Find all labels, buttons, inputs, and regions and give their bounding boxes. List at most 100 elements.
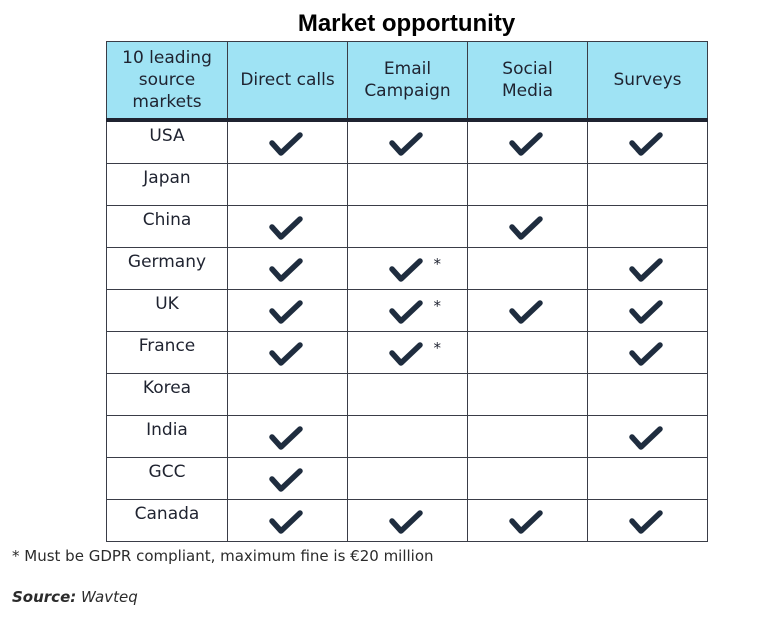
table-body: USA Japan China Germany * UK * France * Korea Indi… [106, 119, 708, 542]
cell-surveys [587, 163, 708, 206]
column-header-line: Campaign [364, 81, 451, 101]
cell-email-campaign [347, 163, 468, 206]
cell-social-media [467, 119, 588, 164]
column-header-line: 10 leading [122, 48, 212, 68]
table-row: Japan [106, 163, 708, 206]
cell-direct-calls [227, 499, 348, 542]
column-header-line: Direct calls [240, 70, 335, 90]
table-row: USA [106, 119, 708, 164]
cell-email-campaign [347, 415, 468, 458]
cell-direct-calls [227, 457, 348, 500]
cell-email-campaign [347, 457, 468, 500]
checkmark-icon [508, 300, 543, 324]
column-header-market: 10 leading source markets [106, 41, 228, 122]
checkmark-icon [388, 258, 423, 282]
checkmark-icon [628, 342, 663, 366]
checkmark-icon [388, 510, 423, 534]
cell-email-campaign: * [347, 331, 468, 374]
table-row: India [106, 415, 708, 458]
cell-surveys [587, 373, 708, 416]
checkmark-icon [628, 132, 663, 156]
cell-email-campaign: * [347, 289, 468, 332]
page-title: Market opportunity [297, 10, 516, 37]
cell-direct-calls [227, 247, 348, 290]
table-row: Germany * [106, 247, 708, 290]
gdpr-asterisk: * [433, 255, 442, 273]
cell-surveys [587, 289, 708, 332]
source-label: Source: [12, 588, 77, 606]
cell-surveys [587, 205, 708, 248]
market-cell: Japan [106, 163, 228, 206]
cell-email-campaign [347, 119, 468, 164]
cell-email-campaign [347, 499, 468, 542]
cell-surveys [587, 499, 708, 542]
checkmark-icon [268, 300, 303, 324]
checkmark-icon [268, 216, 303, 240]
table-row: Canada [106, 499, 708, 542]
source-line: Source: Wavteq [12, 588, 138, 606]
cell-surveys [587, 457, 708, 500]
market-cell: UK [106, 289, 228, 332]
column-header-social-media: Social Media [467, 41, 588, 122]
market-cell: Korea [106, 373, 228, 416]
cell-social-media [467, 163, 588, 206]
market-cell: USA [106, 119, 228, 164]
cell-social-media [467, 415, 588, 458]
cell-social-media [467, 457, 588, 500]
table-row: UK * [106, 289, 708, 332]
table-row: Korea [106, 373, 708, 416]
column-header-line: Surveys [613, 70, 682, 90]
cell-social-media [467, 331, 588, 374]
column-header-direct-calls: Direct calls [227, 41, 348, 122]
checkmark-icon [388, 300, 423, 324]
checkmark-icon [268, 132, 303, 156]
cell-social-media [467, 373, 588, 416]
cell-direct-calls [227, 373, 348, 416]
checkmark-icon [628, 258, 663, 282]
cell-social-media [467, 205, 588, 248]
checkmark-icon [268, 468, 303, 492]
checkmark-icon [628, 510, 663, 534]
cell-surveys [587, 247, 708, 290]
market-cell: GCC [106, 457, 228, 500]
checkmark-icon [508, 132, 543, 156]
cell-email-campaign [347, 373, 468, 416]
source-value: Wavteq [81, 588, 138, 606]
checkmark-icon [388, 342, 423, 366]
column-header-line: Email [383, 59, 432, 79]
checkmark-icon [508, 510, 543, 534]
column-header-line: source [138, 70, 196, 90]
table-row: France * [106, 331, 708, 374]
gdpr-asterisk: * [433, 339, 442, 357]
column-header-line: Media [501, 81, 554, 101]
cell-direct-calls [227, 331, 348, 374]
market-opportunity-table: 10 leading source markets Direct calls Email… [106, 41, 708, 542]
cell-social-media [467, 289, 588, 332]
cell-email-campaign [347, 205, 468, 248]
checkmark-icon [268, 258, 303, 282]
cell-surveys [587, 415, 708, 458]
market-cell: Germany [106, 247, 228, 290]
cell-direct-calls [227, 119, 348, 164]
checkmark-icon [268, 426, 303, 450]
market-cell: China [106, 205, 228, 248]
table-row: China [106, 205, 708, 248]
cell-social-media [467, 499, 588, 542]
footnote: * Must be GDPR compliant, maximum fine i… [12, 547, 434, 565]
table-header-row: 10 leading source markets Direct calls Email… [106, 41, 708, 122]
column-header-line: markets [132, 92, 202, 112]
cell-direct-calls [227, 163, 348, 206]
checkmark-icon [628, 300, 663, 324]
checkmark-icon [628, 426, 663, 450]
checkmark-icon [268, 510, 303, 534]
cell-surveys [587, 331, 708, 374]
cell-email-campaign: * [347, 247, 468, 290]
cell-direct-calls [227, 415, 348, 458]
cell-direct-calls [227, 205, 348, 248]
checkmark-icon [268, 342, 303, 366]
column-header-line: Social [502, 59, 553, 79]
checkmark-icon [508, 216, 543, 240]
cell-social-media [467, 247, 588, 290]
cell-surveys [587, 119, 708, 164]
column-header-surveys: Surveys [587, 41, 708, 122]
